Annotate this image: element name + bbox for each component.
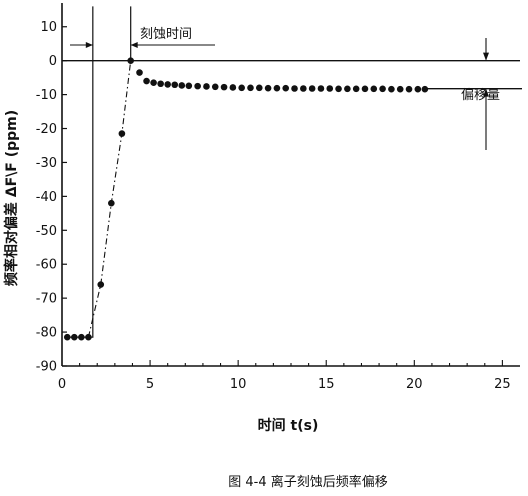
y-tick-label: -50 [36, 224, 57, 239]
data-point [108, 199, 115, 207]
data-point [317, 85, 325, 92]
data-point [143, 77, 150, 85]
x-tick-label: 20 [406, 377, 423, 392]
data-point [379, 85, 386, 93]
data-point [300, 85, 307, 92]
data-point [185, 82, 193, 90]
data-point [255, 84, 263, 92]
figure-caption: 图 4-4 离子刻蚀后频率偏移 [228, 474, 388, 490]
data-point [308, 85, 316, 92]
x-tick-label: 25 [494, 377, 511, 392]
annotation-offset: 偏移量 [461, 88, 500, 103]
arrow-head [483, 52, 489, 61]
y-tick-label: -80 [36, 326, 57, 341]
y-tick-label: 10 [40, 20, 57, 35]
annotation-etch-time: 刻蚀时间 [140, 27, 192, 42]
data-point [194, 82, 201, 90]
data-point [63, 333, 71, 341]
data-points [63, 57, 429, 341]
data-point [229, 84, 237, 91]
rise-line [87, 60, 132, 338]
x-tick-label: 5 [146, 377, 154, 392]
data-point [361, 85, 369, 93]
data-point [203, 83, 210, 90]
y-tick-label: -70 [36, 292, 57, 307]
data-point [264, 84, 272, 92]
etch-start-line [67, 6, 94, 338]
data-point [118, 130, 126, 137]
ticks: 100-10-20-30-40-50-60-70-80-900 5 10 15 20 25 [36, 20, 511, 392]
data-point [405, 85, 413, 93]
data-point [396, 85, 404, 93]
arrow-head [85, 42, 93, 48]
data-point [273, 84, 281, 92]
data-point [247, 84, 254, 92]
x-axis-title: 时间 t(s) [258, 417, 319, 434]
data-point [326, 85, 334, 92]
y-tick-label: -90 [36, 360, 57, 375]
x-tick-label: 0 [58, 377, 66, 392]
data-point [71, 333, 78, 341]
data-point [150, 79, 157, 87]
data-point [344, 85, 351, 93]
y-tick-label: -30 [36, 156, 57, 171]
connector-lines [67, 6, 132, 338]
y-tick-label: -60 [36, 258, 57, 273]
data-point [211, 83, 219, 91]
data-point [85, 333, 92, 341]
data-point [388, 85, 395, 93]
data-point [335, 85, 342, 93]
y-tick-label: -10 [36, 88, 57, 103]
y-tick-label: -20 [36, 122, 57, 137]
data-point [171, 81, 179, 89]
data-point [352, 85, 360, 93]
data-point [291, 85, 298, 92]
y-tick-label: -40 [36, 190, 57, 205]
data-point [238, 84, 245, 92]
x-tick-label: 15 [318, 377, 335, 392]
y-axis-title: 频率相对偏差 ΔF\F (ppm) [3, 110, 20, 286]
data-point [127, 57, 134, 64]
data-point [164, 81, 171, 88]
arrow-head [130, 42, 138, 48]
y-tick-label: 0 [49, 54, 57, 69]
data-point [282, 84, 290, 92]
data-point [136, 69, 143, 76]
data-point [178, 82, 186, 89]
data-point [78, 333, 85, 341]
arrow-head [483, 88, 489, 97]
data-point [370, 85, 378, 93]
data-point [414, 85, 422, 93]
annotations [70, 38, 522, 150]
data-point [220, 83, 228, 91]
x-tick-label: 10 [230, 377, 247, 392]
data-point [157, 80, 164, 88]
data-point [97, 281, 105, 288]
